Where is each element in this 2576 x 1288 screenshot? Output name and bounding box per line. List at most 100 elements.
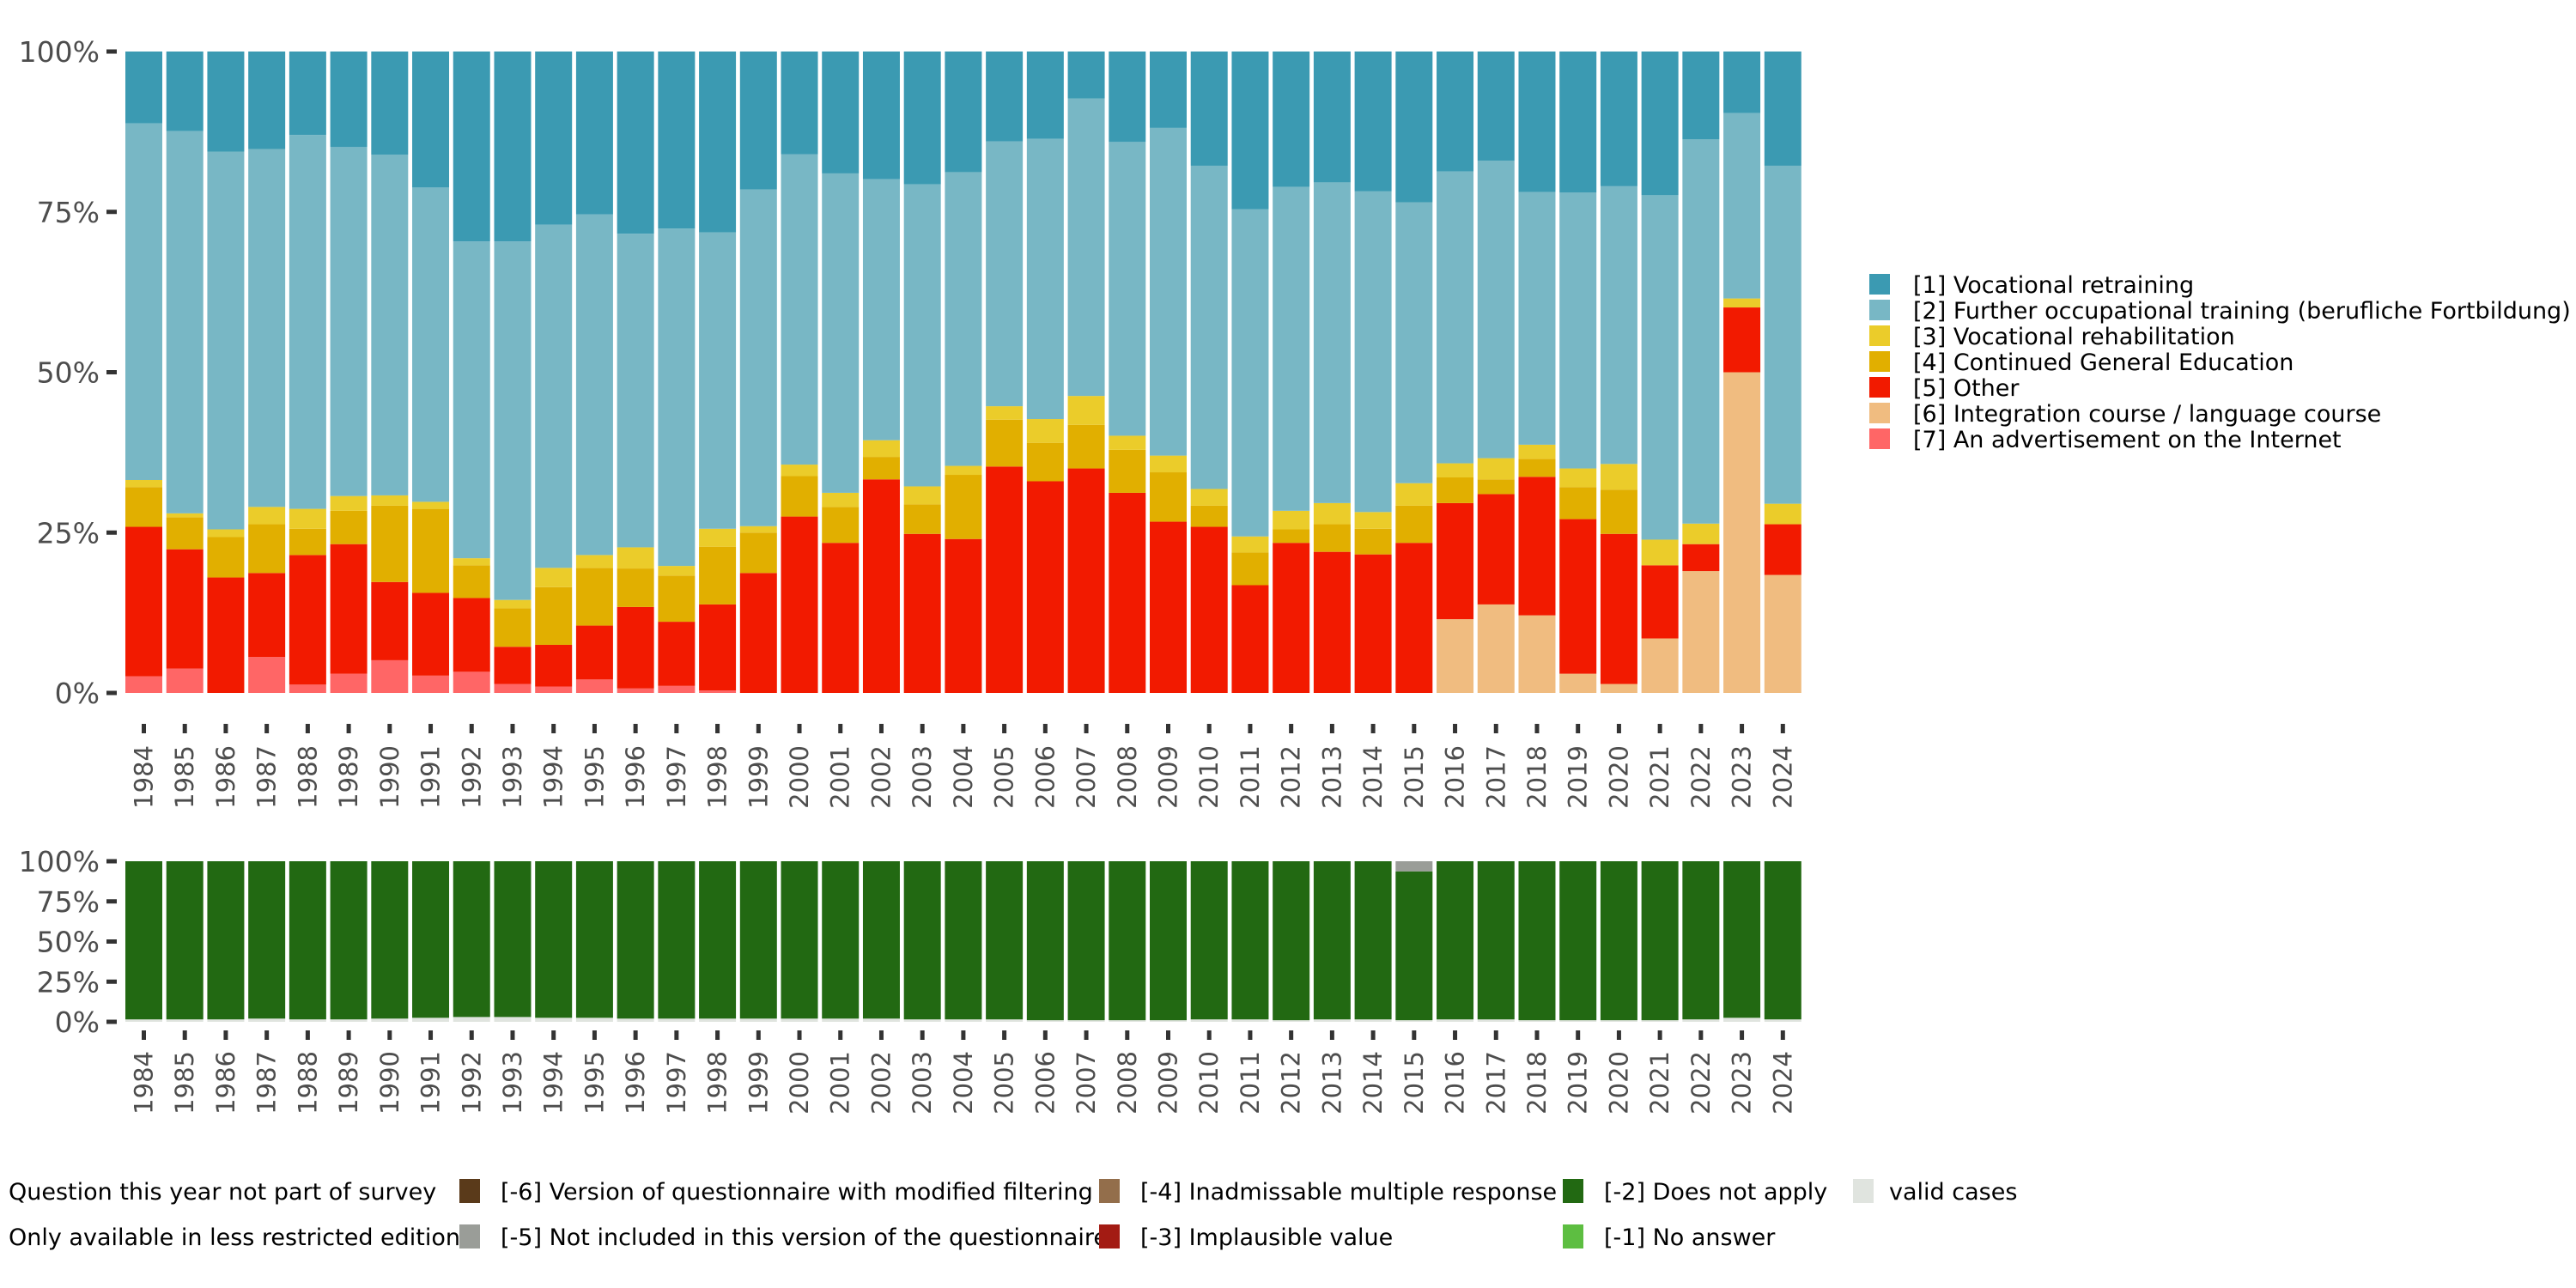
x-tick-mark xyxy=(1698,724,1704,733)
legend-label: [-6] Version of questionnaire with modif… xyxy=(501,1179,1093,1206)
x-tick-label: 2016 xyxy=(1441,745,1470,809)
legend-key xyxy=(459,1224,480,1249)
x-tick-label: 2004 xyxy=(949,745,978,809)
bar-segment-2022-s4 xyxy=(1682,523,1720,544)
y-tick-label: 0% xyxy=(55,1005,100,1039)
bar-segment-2003-s1 xyxy=(903,861,941,1020)
x-tick-label: 1988 xyxy=(293,745,322,809)
bar-segment-1992-s0 xyxy=(453,671,490,693)
x-tick-mark xyxy=(1002,724,1007,733)
x-tick-mark xyxy=(387,1030,392,1040)
bar-segment-1995-s2 xyxy=(575,625,613,680)
bar-segment-1991-s3 xyxy=(412,508,450,593)
x-tick-mark xyxy=(1657,1030,1662,1040)
legend-label: [3] Vocational rehabilitation xyxy=(1913,324,2235,350)
bar-segment-2022-s6 xyxy=(1682,52,1720,140)
x-tick-mark xyxy=(469,1030,474,1040)
x-tick-mark xyxy=(838,724,843,733)
bar-segment-1988-s0 xyxy=(289,1019,326,1022)
x-tick-label: 1999 xyxy=(744,1051,773,1115)
bar-segment-2017-s4 xyxy=(1477,458,1515,480)
bar-segment-1999-s1 xyxy=(739,861,777,1019)
bar-segment-2002-s1 xyxy=(862,861,900,1019)
bar-segment-1993-s5 xyxy=(494,241,532,600)
x-tick-mark xyxy=(1084,724,1089,733)
top-x-axis: 1984 1985 1986 1987 1988 1989 1990 1991 1992 1993… xyxy=(130,724,1797,809)
x-tick-mark xyxy=(674,724,679,733)
bar-segment-2008-s2 xyxy=(1109,492,1146,693)
bar-segment-1995-s1 xyxy=(575,861,613,1018)
bar-segment-2016-s1 xyxy=(1437,861,1474,1020)
bar-segment-1987-s4 xyxy=(248,507,286,525)
x-tick-label: 2009 xyxy=(1154,1051,1183,1115)
bottom-y-axis: 0% 25% 50% 75% 100% xyxy=(19,845,117,1039)
bar-segment-1992-s3 xyxy=(453,565,490,598)
bar-segment-2005-s5 xyxy=(986,141,1024,407)
bar-segment-1988-s5 xyxy=(289,135,326,509)
x-tick-mark xyxy=(633,724,638,733)
legend-key xyxy=(1563,1179,1583,1203)
bar-segment-2017-s6 xyxy=(1477,52,1515,161)
legend-label: [-5] Not included in this version of the… xyxy=(501,1224,1108,1251)
bar-segment-2004-s3 xyxy=(945,475,982,539)
x-tick-label: 1995 xyxy=(580,745,609,809)
bar-segment-1984-s3 xyxy=(125,487,162,527)
bar-segment-2015-s3 xyxy=(1395,505,1433,544)
x-tick-mark xyxy=(1042,1030,1048,1040)
bar-segment-2013-s6 xyxy=(1313,52,1351,183)
bar-segment-2015-s4 xyxy=(1395,483,1433,506)
x-tick-label: 2021 xyxy=(1645,1051,1674,1115)
bar-segment-1989-s0 xyxy=(330,1019,368,1022)
bar-segment-2018-s1 xyxy=(1518,861,1556,1021)
bar-segment-2020-s6 xyxy=(1600,52,1637,186)
bar-segment-2000-s0 xyxy=(781,1018,818,1022)
x-tick-mark xyxy=(1740,724,1745,733)
x-tick-mark xyxy=(1534,724,1540,733)
x-tick-mark xyxy=(142,1030,146,1040)
bar-segment-1993-s0 xyxy=(494,683,532,693)
bar-segment-2014-s1 xyxy=(1354,861,1392,1020)
bar-segment-2005-s4 xyxy=(986,406,1024,420)
bar-segment-1997-s1 xyxy=(658,861,696,1019)
bar-segment-2011-s4 xyxy=(1231,536,1269,553)
bottom-x-axis: 1984 1985 1986 1987 1988 1989 1990 1991 1992 1993… xyxy=(130,1030,1797,1115)
x-tick-mark xyxy=(756,724,761,733)
x-tick-label: 2013 xyxy=(1317,1051,1346,1115)
bar-segment-2021-s2 xyxy=(1641,565,1679,639)
bar-segment-2019-s2 xyxy=(1559,519,1597,674)
x-tick-label: 1985 xyxy=(170,1051,199,1115)
bar-segment-2020-s3 xyxy=(1600,489,1637,534)
legend-label: [-4] Inadmissable multiple response xyxy=(1140,1179,1557,1206)
legend-label: [4] Continued General Education xyxy=(1913,349,2293,376)
bar-segment-1985-s2 xyxy=(166,549,204,669)
bar-segment-2010-s5 xyxy=(1190,165,1228,489)
bar-segment-2001-s0 xyxy=(822,1018,860,1022)
bar-segment-2008-s1 xyxy=(1109,861,1146,1021)
x-tick-mark xyxy=(1576,724,1581,733)
bar-segment-2017-s1 xyxy=(1477,861,1515,1020)
x-tick-mark xyxy=(1329,1030,1334,1040)
bar-segment-1989-s5 xyxy=(330,147,368,496)
x-tick-mark xyxy=(346,1030,351,1040)
x-tick-label: 2004 xyxy=(949,1051,978,1115)
bar-segment-2019-s0 xyxy=(1559,1020,1597,1022)
legend-key xyxy=(1563,1224,1583,1249)
x-tick-mark xyxy=(920,1030,925,1040)
x-tick-label: 2001 xyxy=(826,745,855,809)
bar-segment-1994-s0 xyxy=(535,1018,573,1022)
x-tick-label: 1996 xyxy=(621,1051,650,1115)
x-tick-label: 1997 xyxy=(662,745,691,809)
bar-segment-2024-s2 xyxy=(1764,524,1801,575)
x-tick-mark xyxy=(1740,1030,1745,1040)
bar-segment-1995-s5 xyxy=(575,214,613,556)
bar-segment-2002-s5 xyxy=(862,179,900,440)
bar-segment-2017-s0 xyxy=(1477,1019,1515,1022)
x-tick-label: 1984 xyxy=(130,745,159,809)
bar-segment-2013-s5 xyxy=(1313,182,1351,503)
y-tick-label: 100% xyxy=(19,35,100,69)
bar-segment-2018-s2 xyxy=(1518,477,1556,616)
bar-segment-2013-s4 xyxy=(1313,502,1351,525)
bar-segment-1993-s1 xyxy=(494,861,532,1018)
bar-segment-2013-s0 xyxy=(1313,1019,1351,1022)
bar-segment-2022-s1 xyxy=(1682,571,1720,693)
